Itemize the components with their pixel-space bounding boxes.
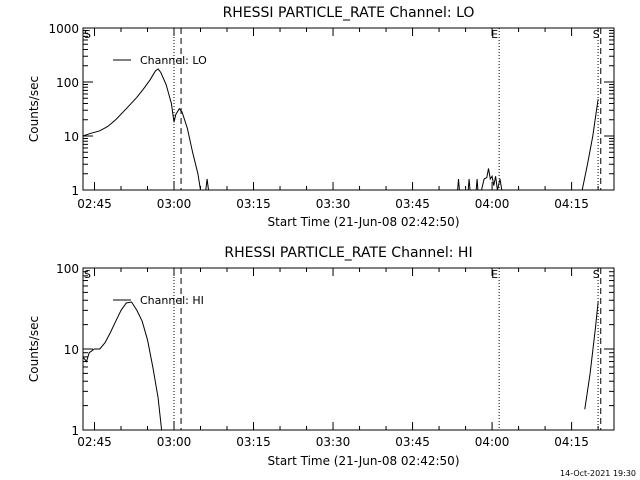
series-line xyxy=(475,178,479,191)
x-tick-label: 02:45 xyxy=(77,435,112,449)
y-tick-label: 1 xyxy=(71,184,79,198)
x-tick-label: 03:45 xyxy=(395,197,430,211)
legend-label: Channel: LO xyxy=(140,54,207,67)
chart-title: RHESSI PARTICLE_RATE Channel: HI xyxy=(224,245,472,261)
y-tick-label: 1000 xyxy=(48,22,79,36)
x-tick-label: 03:15 xyxy=(236,197,271,211)
x-tick-label: 03:15 xyxy=(236,435,271,449)
x-tick-label: 04:15 xyxy=(554,435,589,449)
series-line xyxy=(205,178,209,191)
series-line xyxy=(457,178,460,191)
y-tick-label: 1 xyxy=(71,424,79,438)
plot-frame xyxy=(82,27,615,191)
chart-panel-2: RHESSI PARTICLE_RATE Channel: HI 02:45 03:… xyxy=(27,245,615,468)
x-tick-label: 03:30 xyxy=(316,197,351,211)
marker-label: S xyxy=(593,28,600,41)
marker-label: S xyxy=(84,28,91,41)
x-tick-label: 04:00 xyxy=(475,197,510,211)
marker-label: S xyxy=(84,268,91,281)
footer-timestamp: 14-Oct-2021 19:30 xyxy=(560,469,636,478)
x-tick-label: 02:45 xyxy=(77,197,112,211)
x-tick-label: 03:45 xyxy=(395,435,430,449)
y-tick-label: 100 xyxy=(56,262,79,276)
y-axis-label: Counts/sec xyxy=(27,76,41,142)
x-tick-label: 03:00 xyxy=(157,435,192,449)
x-tick-label: 04:00 xyxy=(475,435,510,449)
x-axis-label: Start Time (21-Jun-08 02:42:50) xyxy=(268,454,460,468)
y-tick-label: 10 xyxy=(64,130,79,144)
y-tick-label: 100 xyxy=(56,76,79,90)
y-tick-label: 10 xyxy=(64,343,79,357)
series-line xyxy=(481,168,503,191)
marker-label: E xyxy=(491,28,498,41)
x-tick-label: 03:30 xyxy=(316,435,351,449)
series-line xyxy=(584,301,599,410)
series-line xyxy=(82,68,201,191)
series-line xyxy=(467,178,471,191)
y-axis-label: Counts/sec xyxy=(27,316,41,382)
marker-label: S xyxy=(593,268,600,281)
legend-label: Channel: HI xyxy=(140,294,204,307)
chart-panel-1: RHESSI PARTICLE_RATE Channel: LO 02:45 03:… xyxy=(27,5,615,229)
series-line xyxy=(82,301,163,431)
x-tick-label: 03:00 xyxy=(157,197,192,211)
marker-label: E xyxy=(491,268,498,281)
chart-title: RHESSI PARTICLE_RATE Channel: LO xyxy=(223,5,475,21)
series-line xyxy=(581,99,599,191)
x-axis-label: Start Time (21-Jun-08 02:42:50) xyxy=(268,215,460,229)
plot-frame xyxy=(82,267,615,431)
x-tick-label: 04:15 xyxy=(554,197,589,211)
